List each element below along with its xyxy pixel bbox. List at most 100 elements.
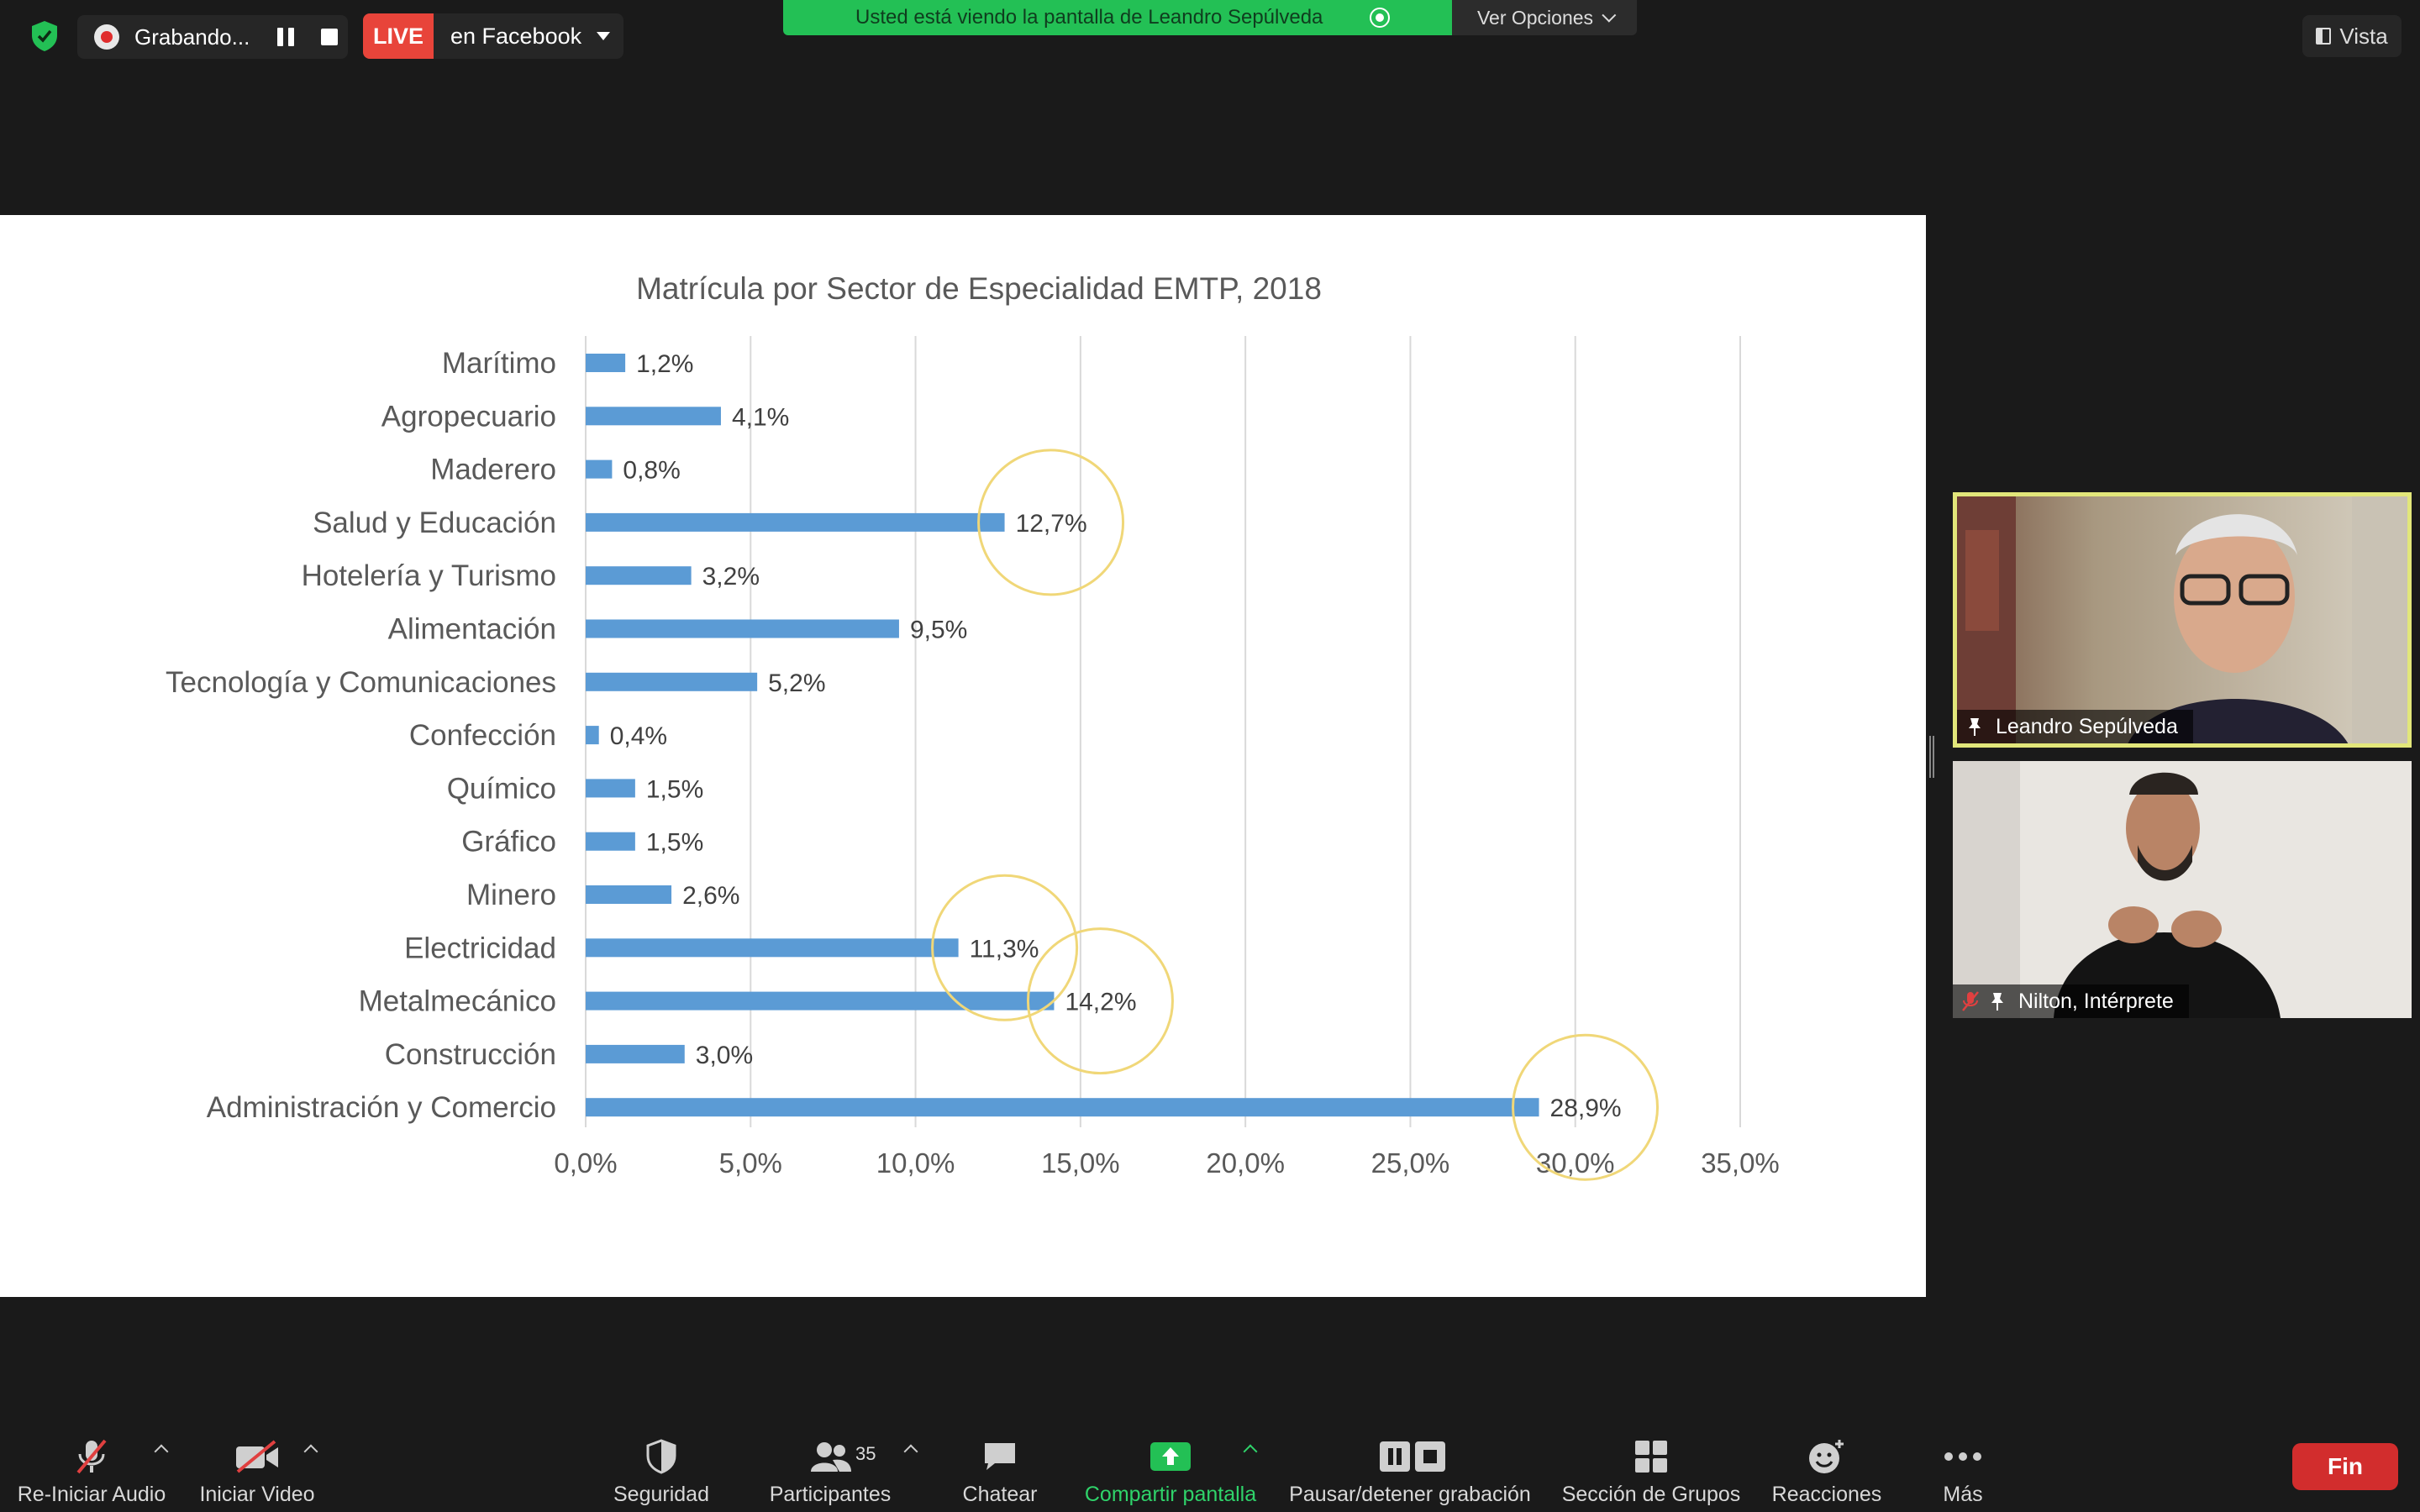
- bar: [586, 885, 672, 904]
- participant-name-tag: Leandro Sepúlveda: [1957, 710, 2193, 743]
- caret-down-icon[interactable]: [597, 32, 611, 40]
- muted-mic-icon: [76, 1439, 107, 1474]
- screen-share-banner: Usted está viendo la pantalla de Leandro…: [783, 0, 1452, 35]
- reactions-button[interactable]: Reacciones: [1768, 1431, 1886, 1507]
- data-label: 12,7%: [1016, 510, 1087, 538]
- bar: [586, 938, 959, 958]
- category-label: Tecnología y Comunicaciones: [166, 666, 556, 699]
- security-label: Seguridad: [613, 1483, 709, 1506]
- audio-button[interactable]: Re-Iniciar Audio: [12, 1431, 171, 1507]
- x-tick-label: 25,0%: [1371, 1147, 1450, 1179]
- category-label: Agropecuario: [381, 400, 556, 433]
- highlight-circle: [931, 874, 1079, 1021]
- share-screen-icon: [1150, 1442, 1191, 1471]
- meeting-toolbar: Re-Iniciar Audio Iniciar Video Seguri: [0, 1423, 2420, 1512]
- video-off-icon: [236, 1440, 278, 1473]
- participant-name-tag: Nilton, Intérprete: [1953, 984, 2189, 1018]
- data-label: 2,6%: [682, 882, 739, 910]
- view-button[interactable]: Vista: [2302, 15, 2402, 57]
- share-screen-label: Compartir pantalla: [1084, 1483, 1257, 1506]
- category-label: Químico: [447, 772, 556, 805]
- participants-options-caret-icon[interactable]: [903, 1444, 918, 1459]
- pause-stop-recording-button[interactable]: Pausar/detener grabación: [1284, 1431, 1536, 1507]
- view-options-button[interactable]: Ver Opciones: [1452, 0, 1637, 35]
- pause-recording-icon[interactable]: [277, 28, 294, 46]
- pause-stop-icon: [1380, 1441, 1445, 1472]
- x-tick-label: 15,0%: [1041, 1147, 1120, 1179]
- more-dots-icon: [1944, 1452, 1981, 1461]
- reactions-smiley-icon: [1809, 1440, 1844, 1473]
- bar: [586, 1044, 685, 1063]
- x-tick-label: 35,0%: [1701, 1147, 1780, 1179]
- bar: [586, 1098, 1539, 1117]
- bar: [586, 991, 1055, 1011]
- participants-button[interactable]: Participantes: [755, 1431, 906, 1507]
- x-tick-label: 5,0%: [719, 1147, 782, 1179]
- category-label: Gráfico: [461, 826, 556, 858]
- data-label: 1,2%: [636, 350, 693, 378]
- breakout-label: Sección de Grupos: [1561, 1483, 1741, 1506]
- x-tick-label: 20,0%: [1206, 1147, 1285, 1179]
- highlight-circle: [1512, 1033, 1660, 1181]
- share-status-icon: [1370, 8, 1390, 28]
- video-label: Iniciar Video: [199, 1483, 315, 1506]
- breakout-rooms-button[interactable]: Sección de Grupos: [1556, 1431, 1746, 1507]
- category-label: Electricidad: [404, 932, 556, 964]
- chat-label: Chatear: [962, 1483, 1038, 1506]
- participant-name: Leandro Sepúlveda: [1996, 714, 2178, 738]
- record-label: Pausar/detener grabación: [1289, 1483, 1531, 1506]
- view-button-label: Vista: [2339, 23, 2388, 49]
- live-stream-menu[interactable]: LIVE en Facebook: [363, 13, 623, 59]
- category-label: Construcción: [385, 1038, 556, 1071]
- data-label: 5,2%: [768, 669, 825, 697]
- category-label: Maderero: [430, 454, 556, 486]
- video-button[interactable]: Iniciar Video: [190, 1431, 324, 1507]
- video-tile-speaker[interactable]: Leandro Sepúlveda: [1953, 492, 2412, 748]
- x-tick-label: 30,0%: [1536, 1147, 1615, 1179]
- reactions-label: Reacciones: [1771, 1483, 1882, 1506]
- interpreter-video: [1953, 761, 2412, 1018]
- data-label: 0,4%: [610, 722, 667, 750]
- audio-label: Re-Iniciar Audio: [17, 1483, 166, 1506]
- bar: [586, 512, 1005, 532]
- data-label: 14,2%: [1065, 989, 1136, 1016]
- data-label: 1,5%: [646, 775, 703, 803]
- data-label: 3,2%: [702, 563, 760, 591]
- bar: [586, 726, 599, 745]
- shield-icon: [646, 1439, 676, 1474]
- chart-title: Matrícula por Sector de Especialidad EMT…: [636, 271, 1322, 306]
- bar: [586, 779, 635, 798]
- video-tile-interpreter[interactable]: Nilton, Intérprete: [1953, 761, 2412, 1018]
- data-label: 9,5%: [910, 617, 967, 644]
- participants-count: 35: [855, 1443, 876, 1464]
- bar: [586, 619, 899, 638]
- chat-button[interactable]: Chatear: [950, 1431, 1050, 1507]
- chat-bubble-icon: [985, 1443, 1015, 1470]
- category-label: Alimentación: [388, 613, 556, 646]
- bar: [586, 407, 721, 426]
- bar: [586, 354, 626, 372]
- speaker-video: [1957, 496, 2407, 743]
- chevron-down-icon: [1602, 8, 1617, 23]
- bar: [586, 672, 758, 691]
- recording-dot-icon: [94, 24, 119, 50]
- share-screen-button[interactable]: Compartir pantalla: [1076, 1431, 1265, 1507]
- share-banner-text: Usted está viendo la pantalla de Leandro…: [855, 6, 1323, 29]
- security-button[interactable]: Seguridad: [598, 1431, 724, 1507]
- view-layout-icon: [2316, 28, 2332, 45]
- bar: [586, 566, 692, 585]
- pin-icon: [1991, 993, 2003, 1011]
- category-label: Confección: [409, 719, 556, 752]
- panel-resize-handle[interactable]: [1929, 736, 1934, 778]
- more-label: Más: [1943, 1483, 1983, 1506]
- category-label: Metalmecánico: [359, 985, 556, 1018]
- data-label: 28,9%: [1550, 1095, 1622, 1122]
- recording-indicator: Grabando...: [77, 15, 348, 59]
- category-label: Hotelería y Turismo: [302, 559, 556, 592]
- more-button[interactable]: Más: [1921, 1431, 2005, 1507]
- end-meeting-button[interactable]: Fin: [2292, 1443, 2398, 1490]
- stop-recording-icon[interactable]: [321, 29, 338, 45]
- x-tick-label: 0,0%: [554, 1147, 617, 1179]
- security-shield-icon: [32, 21, 57, 51]
- participants-label: Participantes: [769, 1483, 892, 1506]
